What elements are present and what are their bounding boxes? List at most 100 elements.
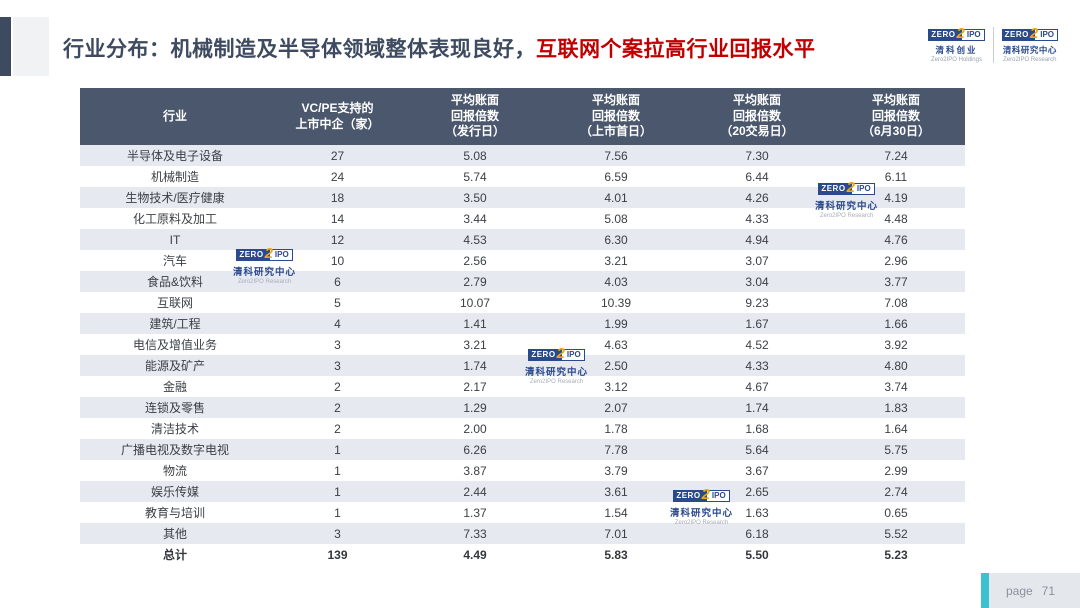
footer-accent [981, 573, 989, 608]
value-cell: 10 [270, 250, 405, 271]
value-cell: 5.64 [687, 439, 827, 460]
badge-two-text: 2 [556, 345, 565, 362]
table-row: 半导体及电子设备 27 5.08 7.56 7.30 7.24 [80, 145, 965, 166]
table-row: 食品&饮料 6 2.79 4.03 3.04 3.77 [80, 271, 965, 292]
table-row: 汽车 10 2.56 3.21 3.07 2.96 [80, 250, 965, 271]
holdings-name-en: Zero2IPO Holdings [930, 57, 982, 63]
column-header: 平均账面 回报倍数 （6月30日） [827, 88, 965, 145]
value-cell: 7.01 [545, 523, 687, 544]
value-cell: 5.23 [827, 544, 965, 565]
value-cell: 1.78 [545, 418, 687, 439]
industry-name-cell: 娱乐传媒 [80, 481, 270, 502]
table-row: 生物技术/医疗健康 18 3.50 4.01 4.26 4.19 [80, 187, 965, 208]
industry-name-cell: 其他 [80, 523, 270, 544]
value-cell: 2.96 [827, 250, 965, 271]
value-cell: 4.52 [687, 334, 827, 355]
value-cell: 3.61 [545, 481, 687, 502]
column-header: 平均账面 回报倍数 （20交易日） [687, 88, 827, 145]
industry-name-cell: 电信及增值业务 [80, 334, 270, 355]
badge-zero-text: ZERO [818, 182, 851, 195]
value-cell: 4.26 [687, 187, 827, 208]
watermark-name-cn: 清科研究中心 [525, 367, 589, 378]
badge-ipo-text: IPO [560, 348, 585, 361]
value-cell: 7.08 [827, 292, 965, 313]
page-label: page [1005, 583, 1033, 598]
industry-name-cell: 互联网 [80, 292, 270, 313]
value-cell: 27 [270, 145, 405, 166]
badge-ipo-text: IPO [960, 28, 985, 41]
value-cell: 1 [270, 460, 405, 481]
value-cell: 18 [270, 187, 405, 208]
value-cell: 3 [270, 334, 405, 355]
zero2ipo-badge-icon: ZERO 2 IPO [818, 179, 875, 196]
value-cell: 1.74 [687, 397, 827, 418]
industry-name-cell: 生物技术/医疗健康 [80, 187, 270, 208]
table-row: 互联网 5 10.07 10.39 9.23 7.08 [80, 292, 965, 313]
value-cell: 3 [270, 523, 405, 544]
badge-two-text: 2 [1029, 25, 1039, 42]
research-name-en: Zero2IPO Research [1003, 57, 1057, 63]
badge-zero-text: ZERO [928, 28, 961, 41]
industry-name-cell: 建筑/工程 [80, 313, 270, 334]
zero2ipo-badge-icon: ZERO 2 IPO [236, 246, 293, 262]
value-cell: 3.74 [827, 376, 965, 397]
page-title: 行业分布：机械制造及半导体领域整体表现良好，互联网个案拉高行业回报水平 [63, 33, 816, 63]
zero2ipo-holdings-logo: ZERO 2 IPO 清科创业 Zero2IPO Holdings [920, 26, 992, 63]
page-footer: page 71 [981, 573, 1080, 608]
badge-ipo-text: IPO [705, 489, 730, 502]
table-row: 其他 3 7.33 7.01 6.18 5.52 [80, 523, 965, 544]
value-cell: 4.76 [827, 229, 965, 250]
value-cell: 2 [270, 397, 405, 418]
value-cell: 10.07 [405, 292, 545, 313]
table-row: 连锁及零售 2 1.29 2.07 1.74 1.83 [80, 397, 965, 418]
watermark-name-en: Zero2IPO Research [819, 213, 874, 219]
table-row: 能源及矿产 3 1.74 2.50 4.33 4.80 [80, 355, 965, 376]
badge-ipo-text: IPO [1034, 28, 1058, 41]
value-cell: 7.24 [827, 145, 965, 166]
value-cell: 5 [270, 292, 405, 313]
column-header: VC/PE支持的 上市中企（家） [270, 88, 405, 145]
column-header: 平均账面 回报倍数 （上市首日） [545, 88, 687, 145]
zero2ipo-watermark: ZERO 2 IPO 清科研究中心 Zero2IPO Research [233, 246, 296, 285]
page-number: 71 [1041, 583, 1056, 598]
industry-name-cell: IT [80, 229, 270, 250]
column-header: 平均账面 回报倍数 （发行日） [405, 88, 545, 145]
value-cell: 3.04 [687, 271, 827, 292]
watermark-name-en: Zero2IPO Research [674, 520, 729, 526]
value-cell: 4.49 [405, 544, 545, 565]
badge-two-text: 2 [846, 179, 855, 196]
industry-name-cell: 连锁及零售 [80, 397, 270, 418]
watermark-name-cn: 清科研究中心 [815, 201, 879, 212]
value-cell: 5.08 [405, 145, 545, 166]
value-cell: 2.99 [827, 460, 965, 481]
value-cell: 9.23 [687, 292, 827, 313]
value-cell: 3.44 [405, 208, 545, 229]
value-cell: 2 [270, 418, 405, 439]
table-row: 教育与培训 1 1.37 1.54 1.63 0.65 [80, 502, 965, 523]
table-row: 娱乐传媒 1 2.44 3.61 2.65 2.74 [80, 481, 965, 502]
value-cell: 1 [270, 439, 405, 460]
zero2ipo-watermark: ZERO 2 IPO 清科研究中心 Zero2IPO Research [525, 345, 589, 385]
value-cell: 4 [270, 313, 405, 334]
zero2ipo-badge-icon: ZERO 2 IPO [928, 26, 985, 42]
badge-zero-text: ZERO [236, 248, 269, 261]
table-row: IT 12 4.53 6.30 4.94 4.76 [80, 229, 965, 250]
table-row: 物流 1 3.87 3.79 3.67 2.99 [80, 460, 965, 481]
value-cell: 2 [270, 376, 405, 397]
value-cell: 6.44 [687, 166, 827, 187]
value-cell: 4.80 [827, 355, 965, 376]
industry-name-cell: 汽车 [80, 250, 270, 271]
industry-return-table: 行业 VC/PE支持的 上市中企（家） 平均账面 回报倍数 （发行日） 平均账面 回报倍数 （上… [80, 88, 965, 565]
value-cell: 1.74 [405, 355, 545, 376]
value-cell: 1.29 [405, 397, 545, 418]
value-cell: 1.54 [545, 502, 687, 523]
value-cell: 3.79 [545, 460, 687, 481]
value-cell: 6.30 [545, 229, 687, 250]
value-cell: 12 [270, 229, 405, 250]
value-cell: 5.52 [827, 523, 965, 544]
industry-name-cell: 机械制造 [80, 166, 270, 187]
title-accent-block [13, 17, 49, 76]
value-cell: 1.83 [827, 397, 965, 418]
value-cell: 6.18 [687, 523, 827, 544]
